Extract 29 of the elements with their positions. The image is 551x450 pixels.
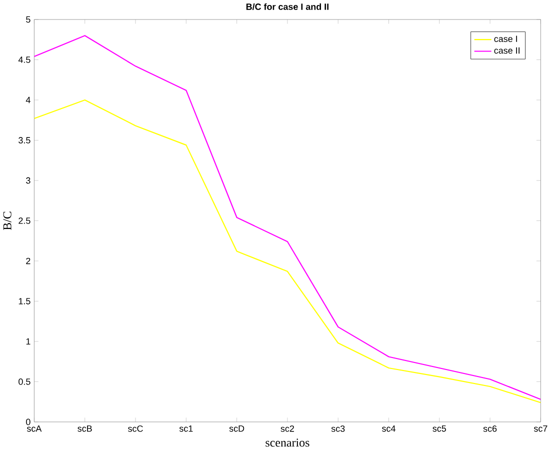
- y-tick-label: 1: [26, 338, 30, 345]
- y-tick-label: 1.5: [18, 298, 30, 304]
- x-axis-title: scenarios: [266, 438, 310, 447]
- y-tick-label: 4: [26, 96, 30, 104]
- line-series: [34, 35, 541, 400]
- x-tick-label: sc3: [331, 425, 345, 432]
- x-tick-label: scB: [78, 425, 92, 432]
- x-tick-label: sc5: [432, 425, 446, 432]
- x-tick-label: sc7: [534, 425, 548, 432]
- chart-title: B/C for case I and II: [246, 3, 328, 10]
- y-tick-label: 0: [26, 418, 30, 426]
- x-tick-label: sc1: [179, 425, 193, 432]
- y-tick-label: 4.5: [18, 56, 30, 63]
- y-tick-label: 2.5: [18, 218, 30, 224]
- y-tick-label: 2: [26, 258, 30, 264]
- x-tick-label: sc6: [483, 425, 497, 432]
- legend-label: case I: [494, 36, 517, 42]
- y-tick-label: 3: [26, 177, 30, 184]
- x-tick-label: scD: [229, 425, 244, 432]
- x-tick-label: scC: [128, 425, 143, 432]
- y-tick-label: 3.5: [18, 137, 30, 144]
- x-tick-label: sc2: [280, 425, 294, 432]
- x-tick-label: sc4: [382, 425, 396, 432]
- y-tick-label: 5: [26, 16, 30, 23]
- legend-label: case II: [494, 47, 520, 54]
- y-tick-label: 0.5: [18, 378, 30, 385]
- x-tick-label: scA: [26, 425, 42, 432]
- line-series: [34, 99, 541, 404]
- y-axis-title: B/C: [3, 212, 12, 230]
